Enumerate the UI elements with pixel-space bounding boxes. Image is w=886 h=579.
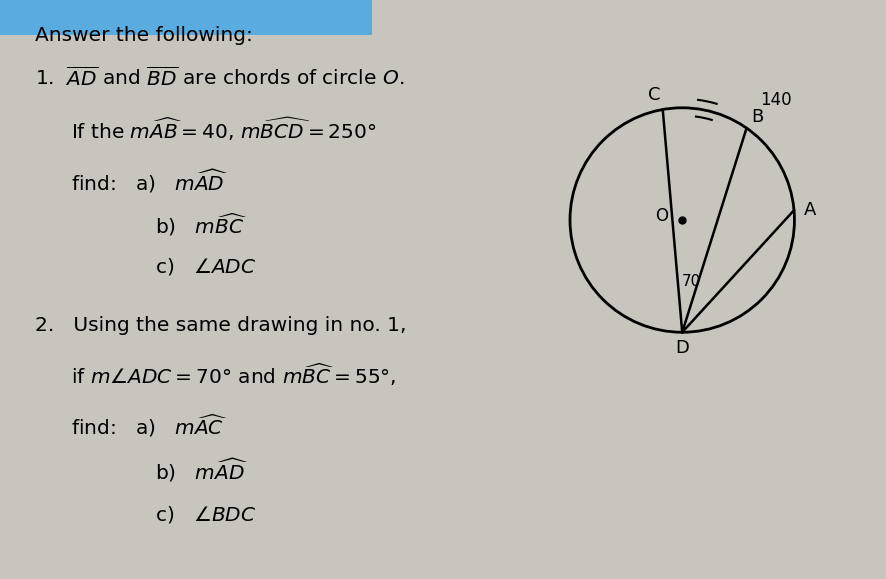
Text: 140: 140 [760, 91, 792, 109]
Text: find:   a)   $m\widehat{AD}$: find: a) $m\widehat{AD}$ [71, 168, 229, 195]
Text: O: O [656, 207, 669, 225]
Text: If the $m\widehat{AB}=40$, $m\widehat{BCD}=250°$: If the $m\widehat{AB}=40$, $m\widehat{BC… [71, 116, 377, 143]
Text: if $m\angle ADC=70°$ and $m\widehat{BC}=55°$,: if $m\angle ADC=70°$ and $m\widehat{BC}=… [71, 362, 396, 389]
Text: b)   $m\widehat{AD}$: b) $m\widehat{AD}$ [155, 457, 249, 485]
Text: find:   a)   $m\widehat{AC}$: find: a) $m\widehat{AC}$ [71, 412, 228, 439]
Text: D: D [675, 339, 689, 357]
Text: c)   $\angle ADC$: c) $\angle ADC$ [155, 256, 256, 277]
FancyBboxPatch shape [0, 0, 372, 35]
Text: 70: 70 [681, 274, 701, 290]
Text: 1.  $\overline{AD}$ and $\overline{BD}$ are chords of circle $O$.: 1. $\overline{AD}$ and $\overline{BD}$ a… [35, 67, 405, 90]
Text: A: A [804, 201, 816, 219]
Text: b)   $m\widehat{BC}$: b) $m\widehat{BC}$ [155, 211, 247, 238]
Text: B: B [751, 108, 764, 126]
Text: c)   $\angle BDC$: c) $\angle BDC$ [155, 504, 256, 525]
Text: Answer the following:: Answer the following: [35, 26, 253, 45]
Text: 2.   Using the same drawing in no. 1,: 2. Using the same drawing in no. 1, [35, 316, 407, 335]
Text: C: C [648, 86, 660, 104]
